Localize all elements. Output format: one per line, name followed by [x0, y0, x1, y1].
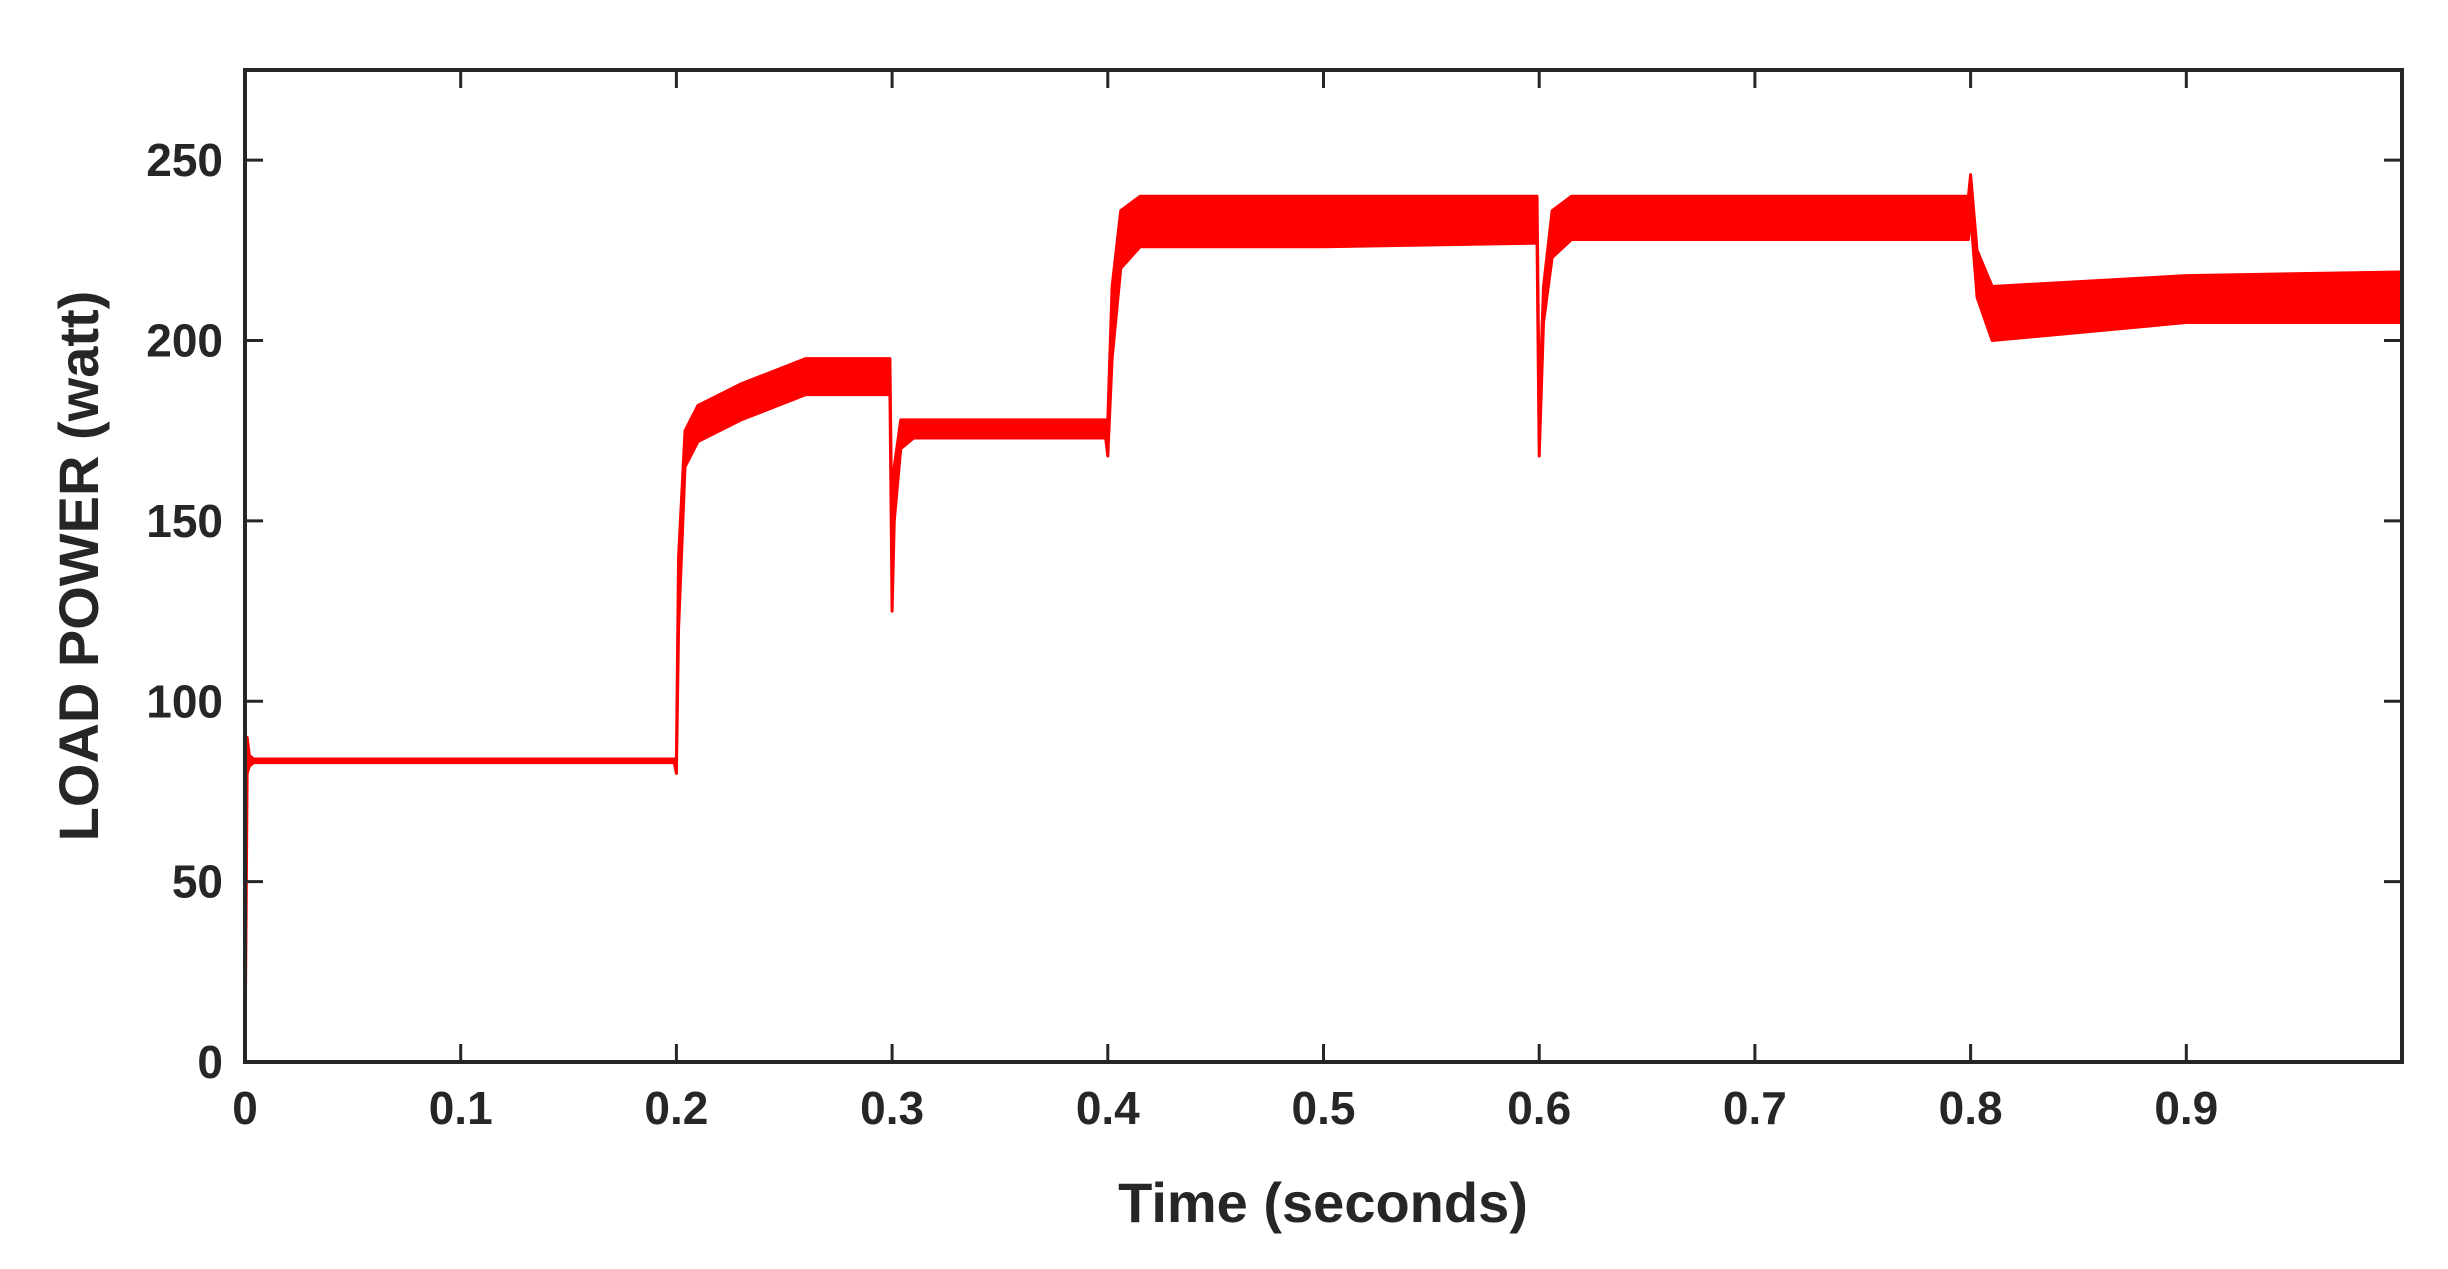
- x-tick-label: 0.6: [1507, 1082, 1571, 1134]
- x-tick-label: 0: [232, 1082, 258, 1134]
- x-tick-label: 0.8: [1939, 1082, 2003, 1134]
- y-tick-label: 200: [146, 315, 223, 367]
- x-tick-label: 0.9: [2154, 1082, 2218, 1134]
- x-tick-label: 0.3: [860, 1082, 924, 1134]
- plot-frame: [243, 68, 2404, 1064]
- ticks-layer: 0 0.1 0.2 0.3 0.4 0.5 0.6 0.7 0.8 0.9 0 50 100 150 200…: [146, 70, 2402, 1134]
- y-tick-label: 250: [146, 134, 223, 186]
- x-tick-label: 0.7: [1723, 1082, 1787, 1134]
- y-axis-label: LOAD POWER (watt): [47, 291, 110, 842]
- y-tick-label: 150: [146, 495, 223, 547]
- series-layer: [243, 173, 2402, 1064]
- x-axis-label: Time (seconds): [1118, 1171, 1528, 1234]
- x-tick-label: 0.2: [644, 1082, 708, 1134]
- x-tick-label: 0.5: [1292, 1082, 1356, 1134]
- y-tick-label: 0: [197, 1036, 223, 1088]
- load-power-series: [243, 173, 2402, 1064]
- y-tick-label: 50: [172, 856, 223, 908]
- x-tick-label: 0.4: [1076, 1082, 1140, 1134]
- y-tick-label: 100: [146, 675, 223, 727]
- x-tick-label: 0.1: [429, 1082, 493, 1134]
